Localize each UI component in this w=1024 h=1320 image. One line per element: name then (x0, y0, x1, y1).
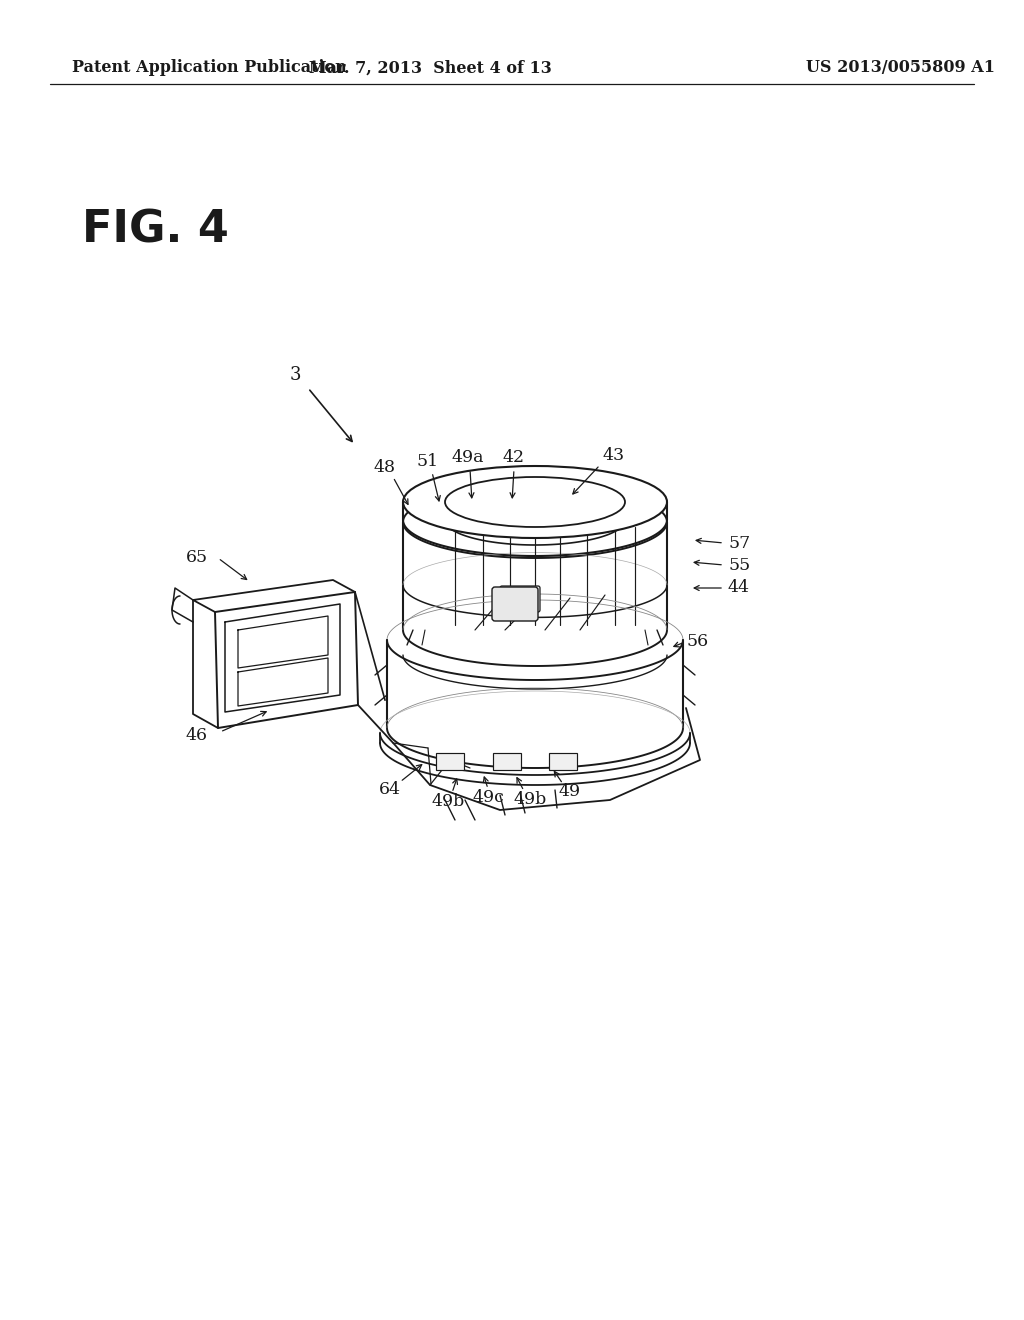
Text: 56: 56 (687, 634, 709, 651)
Bar (436, 752, 464, 770)
FancyBboxPatch shape (492, 587, 538, 620)
Text: 46: 46 (186, 726, 208, 743)
Text: 49b: 49b (513, 792, 547, 808)
Text: 64: 64 (379, 781, 401, 799)
Text: 44: 44 (728, 579, 750, 597)
Text: 55: 55 (728, 557, 751, 573)
Text: 43: 43 (603, 447, 625, 465)
Text: 51: 51 (417, 453, 439, 470)
Bar (493, 752, 521, 770)
Text: 65: 65 (186, 549, 208, 566)
Text: 49: 49 (559, 784, 581, 800)
FancyBboxPatch shape (500, 586, 540, 612)
Ellipse shape (445, 477, 625, 527)
Text: US 2013/0055809 A1: US 2013/0055809 A1 (806, 59, 994, 77)
Bar (549, 752, 577, 770)
Text: 48: 48 (374, 458, 396, 475)
Text: 49c: 49c (472, 789, 504, 807)
Ellipse shape (403, 466, 667, 539)
Text: Patent Application Publication: Patent Application Publication (72, 59, 347, 77)
Text: 42: 42 (503, 450, 525, 466)
Text: Mar. 7, 2013  Sheet 4 of 13: Mar. 7, 2013 Sheet 4 of 13 (308, 59, 551, 77)
Text: 49b: 49b (431, 793, 465, 810)
Text: 49a: 49a (452, 450, 484, 466)
Text: FIG. 4: FIG. 4 (82, 209, 229, 252)
Text: 3: 3 (289, 366, 301, 384)
Text: 57: 57 (728, 535, 751, 552)
